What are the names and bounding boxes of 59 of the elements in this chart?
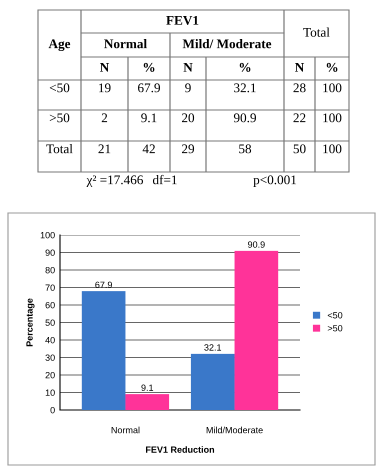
y-tick-label: 80	[45, 266, 55, 274]
y-tick-label: 0	[50, 406, 55, 414]
text: 19	[99, 83, 111, 92]
text: p<0.001	[253, 175, 296, 187]
text: FEV1	[166, 16, 198, 25]
data-label: 9.1	[141, 113, 156, 122]
y-tick-label: 60	[46, 302, 55, 308]
text: <50	[50, 83, 70, 92]
text: N	[100, 63, 110, 72]
text: 28	[293, 83, 306, 92]
y-axis-title: Percentage	[26, 298, 35, 346]
x-axis-title: FEV1 Reduction	[146, 446, 214, 453]
text: %	[326, 62, 338, 72]
text: 21	[98, 144, 110, 154]
text: 20	[182, 113, 194, 122]
bar	[234, 250, 278, 410]
y-tick-label: 20	[46, 372, 55, 378]
text: 100	[323, 83, 342, 92]
text: N	[294, 63, 304, 72]
text: Normal	[104, 39, 147, 48]
y-tick-label: 30	[45, 354, 55, 361]
data-label: 32.1	[234, 83, 256, 92]
text: χ² =17.466	[86, 175, 144, 187]
y-tick-label: 40	[45, 336, 55, 344]
text: 58	[239, 144, 252, 154]
text: %	[144, 62, 154, 72]
data-label: 67.9	[138, 83, 160, 92]
text: 100	[323, 144, 342, 154]
text: df=1	[152, 174, 177, 184]
y-tick-label: 90	[46, 249, 55, 256]
text: Mild/ Moderate	[182, 39, 272, 48]
y-tick-label: 10	[46, 389, 55, 396]
text: 22	[293, 113, 306, 122]
data-label: 90.9	[234, 113, 256, 122]
legend-label: <50	[328, 312, 342, 318]
y-tick-label: 100	[40, 232, 55, 238]
text: 29	[182, 144, 194, 154]
bar	[190, 354, 235, 410]
annotation: 9.1	[141, 384, 154, 391]
bar	[82, 291, 126, 410]
text: 2	[102, 113, 108, 122]
annotation: 67.9	[95, 282, 112, 288]
text: 9	[185, 83, 191, 92]
x-tick-label: Mild/Moderate	[206, 426, 263, 434]
text: Total	[46, 144, 73, 154]
y-tick-label: 50	[45, 319, 55, 326]
y-tick-label: 70	[46, 284, 55, 291]
text: 100	[323, 113, 342, 122]
legend-label: >50	[328, 325, 342, 332]
text: >50	[50, 113, 70, 122]
text: Age	[48, 39, 70, 51]
bar	[125, 394, 170, 410]
text: Total	[303, 28, 330, 37]
annotation: 32.1	[204, 344, 222, 351]
text: 50	[294, 144, 306, 154]
text: %	[240, 62, 250, 72]
text: N	[183, 63, 193, 72]
text: 42	[142, 144, 155, 154]
annotation: 90.9	[248, 241, 265, 248]
